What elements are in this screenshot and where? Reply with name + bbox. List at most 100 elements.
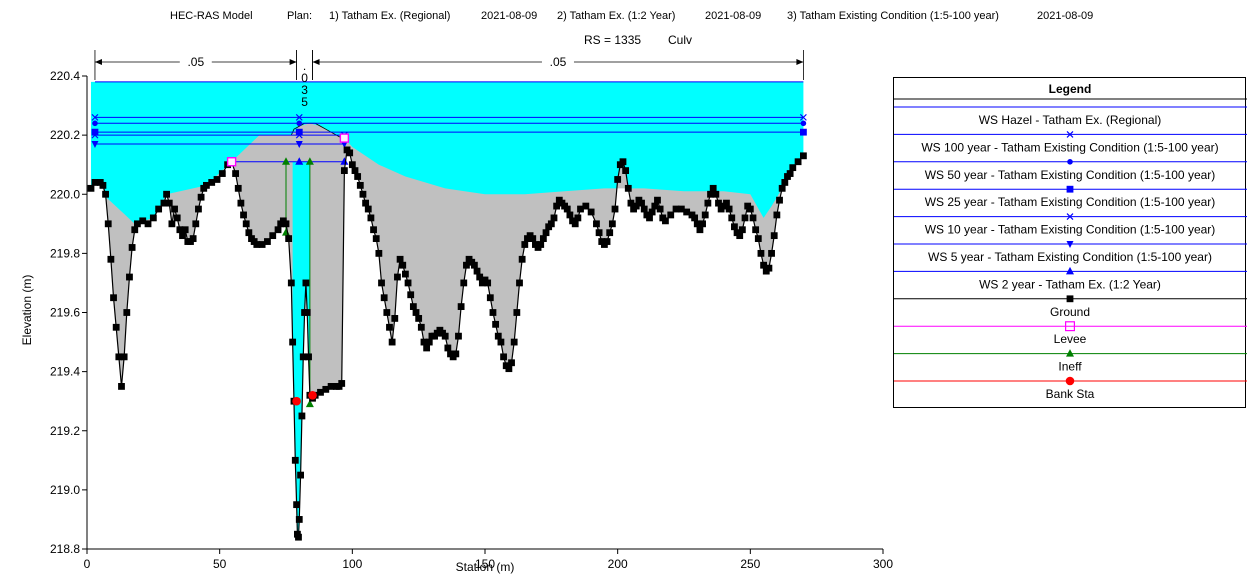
y-tick-label-1: 219.0	[50, 483, 80, 497]
ground-point-181	[606, 229, 614, 237]
ineff-top-marker-1	[305, 157, 314, 165]
ws-marker-1-2	[799, 113, 807, 121]
ground-point-110	[409, 303, 417, 310]
ground-point-38	[208, 179, 216, 186]
ground-point-105	[396, 255, 404, 263]
ground-point-8	[112, 323, 120, 331]
header-plan2-date: 2021-08-09	[705, 10, 761, 22]
ground-point-80	[327, 383, 335, 390]
header-plan1: 1) Tatham Ex. (Regional)	[329, 10, 450, 22]
ground-point-147	[508, 359, 515, 367]
ground-point-217	[715, 199, 722, 207]
ground-point-12	[123, 309, 131, 316]
ground-point-23	[165, 199, 173, 207]
legend-marker-1	[1066, 130, 1074, 138]
header-plan3-date: 2021-08-09	[1037, 10, 1093, 22]
ground-point-183	[611, 205, 619, 213]
legend-title: Legend	[1049, 82, 1092, 96]
ground-point-206	[683, 208, 691, 216]
ground-point-177	[595, 229, 603, 237]
ground-point-138	[484, 279, 492, 287]
ground-point-97	[375, 249, 383, 257]
ground-point-175	[587, 208, 595, 216]
ground-point-83	[338, 380, 346, 387]
y-axis-title: Elevation (m)	[20, 275, 34, 346]
ground-point-17	[139, 217, 147, 225]
ground-point-149	[513, 309, 521, 316]
ground-point-213	[704, 199, 712, 207]
x-tick-label-6: 300	[873, 557, 893, 571]
legend-marker-10	[1065, 376, 1075, 386]
y-tick-label-5: 219.8	[50, 246, 80, 260]
ground-point-51	[253, 241, 261, 248]
ground-point-227	[741, 214, 749, 222]
ground-point-187	[622, 167, 630, 174]
ground-point-10	[118, 383, 125, 390]
ground-point-127	[455, 332, 462, 340]
y-tick-label-2: 219.2	[50, 424, 80, 438]
ground-point-107	[402, 270, 409, 278]
ground-point-99	[380, 294, 388, 302]
ground-point-43	[232, 170, 239, 177]
ground-point-186	[619, 158, 627, 166]
header-rs: RS = 1335	[584, 33, 641, 47]
ground-point-232	[754, 235, 762, 242]
ground-point-11	[120, 353, 128, 361]
ws-marker-5-0	[91, 140, 99, 148]
ground-point-234	[760, 261, 767, 269]
ws-marker-6-2	[340, 157, 349, 165]
legend-marker-7	[1066, 295, 1074, 303]
x-tick-label-4: 200	[608, 557, 628, 571]
ground-point-236	[765, 264, 773, 272]
ground-point-0	[87, 184, 95, 192]
ground-point-33	[192, 220, 200, 228]
ground-point-39	[213, 176, 221, 183]
ground-point-1	[91, 179, 99, 186]
ground-point-205	[677, 205, 685, 213]
ground-point-188	[624, 184, 632, 192]
ground-point-47	[242, 220, 250, 228]
ws-marker-6-1	[295, 157, 304, 165]
ground-point-68	[297, 471, 304, 479]
ground-point-222	[728, 214, 736, 222]
ground-point-123	[444, 344, 452, 352]
ground-point-208	[691, 214, 699, 222]
ground-point-197	[648, 208, 656, 216]
ground-point-48	[245, 229, 253, 237]
ground-point-151	[518, 255, 526, 263]
legend-label-4: WS 10 year - Tatham Existing Condition (…	[925, 223, 1216, 237]
ground-point-21	[160, 199, 168, 207]
ground-point-128	[457, 303, 465, 310]
manning-label-2: .05	[550, 55, 567, 69]
ground-point-40	[218, 170, 226, 177]
legend-marker-6	[1066, 266, 1074, 275]
y-tick-label-8: 220.4	[50, 69, 80, 83]
ground-point-140	[489, 309, 497, 316]
ws-marker-5-1	[295, 140, 303, 148]
ground-point-225	[736, 232, 744, 240]
ground-point-240	[776, 196, 783, 204]
ground-point-91	[359, 190, 367, 198]
bank-station-1	[308, 390, 317, 400]
ws-marker-2-1	[296, 120, 303, 127]
legend-label-7: Ground	[1050, 305, 1090, 319]
ground-point-184	[614, 176, 622, 183]
x-tick-label-5: 250	[740, 557, 760, 571]
ground-point-229	[746, 205, 754, 213]
ground-point-191	[632, 202, 640, 210]
ground-point-126	[452, 350, 460, 358]
ground-point-200	[656, 205, 664, 213]
levee-marker-1	[339, 133, 350, 143]
x-tick-label-1: 50	[213, 557, 227, 571]
ground-point-214	[707, 190, 714, 198]
ground-point-64	[293, 501, 301, 509]
y-tick-label-7: 220.2	[50, 128, 80, 142]
ground-point-215	[709, 184, 717, 192]
ground-point-164	[553, 202, 561, 210]
ws-marker-3-1	[295, 128, 303, 136]
ground-point-247	[800, 152, 807, 160]
x-tick-label-0: 0	[84, 557, 91, 571]
legend-marker-5	[1066, 241, 1074, 248]
